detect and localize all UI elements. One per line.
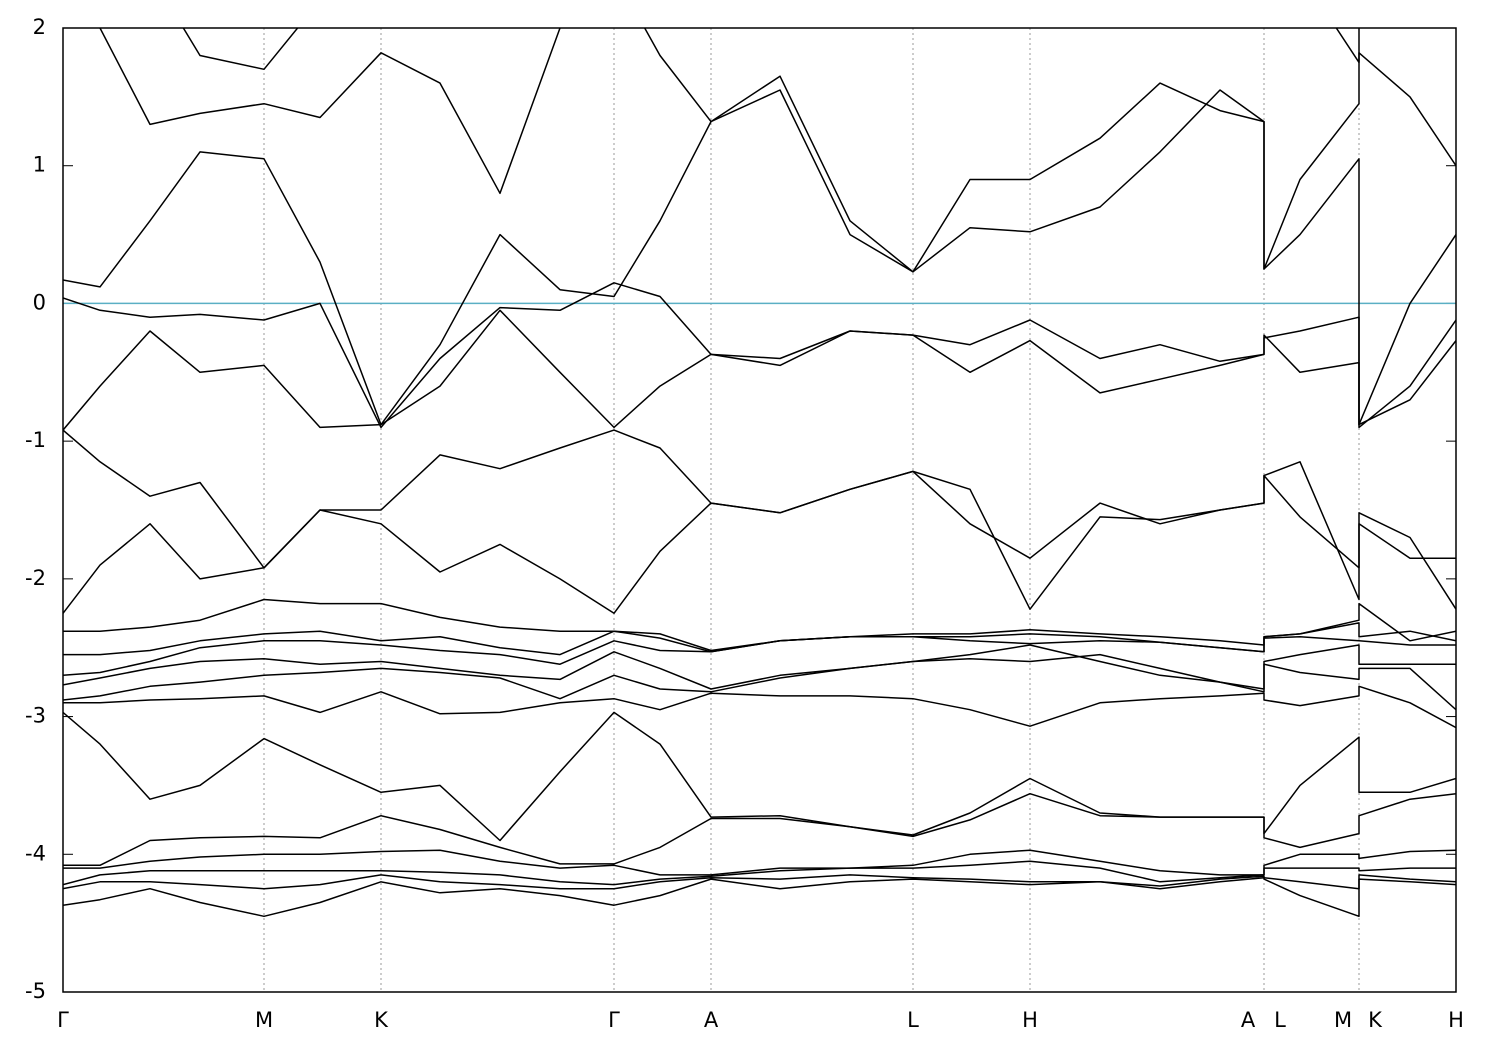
band-line xyxy=(63,598,1456,652)
band-line xyxy=(63,282,1456,429)
x-tick-label: A xyxy=(1241,1008,1256,1032)
y-tick-label: -3 xyxy=(25,704,46,728)
band-line xyxy=(63,89,1456,426)
band-line xyxy=(63,792,1456,867)
band-line xyxy=(63,622,1456,656)
y-tick-label: -1 xyxy=(25,428,46,452)
x-tick-label: K xyxy=(374,1008,389,1032)
band-line xyxy=(63,644,1456,711)
plot-area xyxy=(63,28,1456,918)
x-tick-label: M xyxy=(255,1008,273,1032)
x-tick-label: L xyxy=(1274,1008,1286,1032)
band-line xyxy=(63,429,1456,610)
band-line xyxy=(63,860,1456,886)
y-tick-label: 1 xyxy=(33,153,46,177)
band-line xyxy=(63,309,1456,431)
x-tick-label: L xyxy=(907,1008,919,1032)
band-line xyxy=(99,28,1456,273)
y-tick-label: -5 xyxy=(25,979,46,1003)
band-line xyxy=(63,711,1456,842)
band-line xyxy=(63,685,1456,729)
band-line xyxy=(63,633,1456,677)
band-line xyxy=(63,849,1456,876)
x-tick-label: Γ xyxy=(608,1008,620,1032)
x-tick-label: H xyxy=(1448,1008,1464,1032)
band-line xyxy=(63,644,1456,690)
band-line xyxy=(182,28,1360,71)
x-tick-label: H xyxy=(1022,1008,1038,1032)
band-line xyxy=(63,470,1456,615)
plot-frame xyxy=(62,27,1457,993)
y-tick-label: 2 xyxy=(33,15,46,39)
x-tick-label: K xyxy=(1368,1008,1383,1032)
band-line xyxy=(63,876,1456,918)
y-tick-label: 0 xyxy=(33,290,46,314)
y-tick-label: -4 xyxy=(25,841,46,865)
y-tick-label: -2 xyxy=(25,566,46,590)
band-line xyxy=(63,874,1456,890)
x-tick-label: Γ xyxy=(57,1008,69,1032)
x-tick-label: A xyxy=(704,1008,719,1032)
x-tick-label: M xyxy=(1334,1008,1352,1032)
